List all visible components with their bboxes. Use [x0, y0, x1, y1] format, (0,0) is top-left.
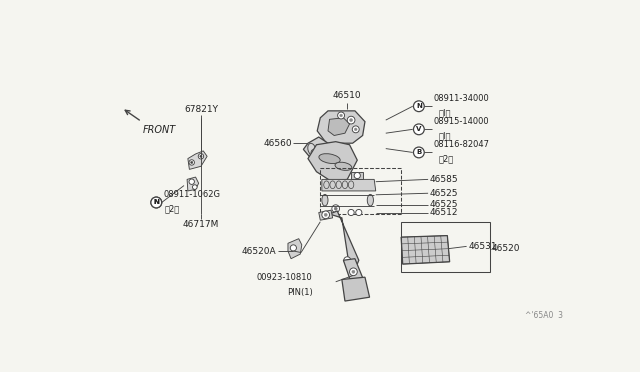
- Circle shape: [349, 119, 353, 122]
- Polygon shape: [351, 172, 363, 179]
- Circle shape: [151, 197, 162, 208]
- Circle shape: [313, 151, 316, 154]
- Circle shape: [356, 209, 362, 216]
- Circle shape: [349, 268, 357, 276]
- Text: 46510: 46510: [333, 91, 362, 100]
- Ellipse shape: [319, 154, 340, 164]
- Polygon shape: [344, 259, 365, 287]
- Text: B: B: [416, 150, 422, 155]
- Text: FRONT: FRONT: [143, 125, 177, 135]
- Circle shape: [348, 116, 355, 124]
- Circle shape: [338, 112, 344, 119]
- Polygon shape: [328, 118, 349, 135]
- Bar: [320, 168, 401, 214]
- Text: 67821Y: 67821Y: [184, 105, 218, 114]
- Text: 〈2〉: 〈2〉: [164, 205, 180, 214]
- Circle shape: [354, 173, 360, 179]
- Circle shape: [413, 147, 424, 158]
- Polygon shape: [401, 235, 450, 264]
- Circle shape: [340, 114, 342, 117]
- Text: 46717M: 46717M: [183, 220, 219, 229]
- Ellipse shape: [367, 195, 373, 206]
- Polygon shape: [188, 151, 207, 169]
- Text: 〈I〉: 〈I〉: [439, 132, 451, 141]
- Text: 46531: 46531: [468, 242, 497, 251]
- Polygon shape: [308, 142, 357, 182]
- Text: 46512: 46512: [429, 208, 458, 217]
- Circle shape: [344, 257, 351, 264]
- Circle shape: [151, 197, 162, 208]
- Circle shape: [189, 179, 195, 185]
- Circle shape: [324, 213, 327, 217]
- Text: ^'65A0  3: ^'65A0 3: [525, 311, 563, 320]
- Text: 08116-82047: 08116-82047: [433, 140, 490, 150]
- Bar: [401, 222, 490, 272]
- Text: 〈I〉: 〈I〉: [439, 109, 451, 118]
- Circle shape: [198, 154, 204, 159]
- Polygon shape: [187, 177, 198, 191]
- Circle shape: [189, 160, 195, 165]
- Ellipse shape: [322, 195, 328, 206]
- Text: N: N: [416, 103, 422, 109]
- Circle shape: [332, 205, 340, 212]
- Text: 08915-14000: 08915-14000: [433, 117, 489, 126]
- Text: 08911-1062G: 08911-1062G: [163, 190, 220, 199]
- Text: PIN(1): PIN(1): [287, 288, 312, 297]
- Circle shape: [334, 207, 337, 210]
- Text: 46525: 46525: [429, 200, 458, 209]
- Text: 46520: 46520: [492, 244, 520, 253]
- Text: 46520A: 46520A: [242, 247, 276, 256]
- Polygon shape: [317, 111, 365, 143]
- Text: 46585: 46585: [429, 175, 458, 184]
- Circle shape: [413, 101, 424, 112]
- Text: 08911-34000: 08911-34000: [433, 94, 489, 103]
- Ellipse shape: [335, 162, 352, 170]
- Circle shape: [191, 161, 193, 164]
- Polygon shape: [330, 211, 359, 268]
- Polygon shape: [303, 137, 328, 160]
- Text: V: V: [416, 126, 422, 132]
- Polygon shape: [342, 277, 369, 301]
- Text: 46525: 46525: [429, 189, 458, 198]
- Circle shape: [322, 211, 330, 219]
- Polygon shape: [288, 239, 302, 259]
- Circle shape: [352, 126, 359, 133]
- Text: 00923-10810: 00923-10810: [257, 273, 312, 282]
- Circle shape: [355, 128, 357, 131]
- Circle shape: [291, 245, 296, 251]
- Text: N: N: [154, 199, 159, 205]
- Circle shape: [200, 155, 202, 157]
- Text: 〈2〉: 〈2〉: [439, 155, 454, 164]
- Text: N: N: [154, 199, 159, 205]
- Circle shape: [348, 209, 354, 216]
- Ellipse shape: [308, 143, 316, 155]
- Circle shape: [352, 270, 355, 273]
- Polygon shape: [319, 210, 333, 220]
- Text: 46560: 46560: [263, 139, 292, 148]
- Polygon shape: [322, 179, 376, 191]
- Circle shape: [311, 150, 317, 155]
- Circle shape: [193, 185, 197, 189]
- Circle shape: [413, 124, 424, 135]
